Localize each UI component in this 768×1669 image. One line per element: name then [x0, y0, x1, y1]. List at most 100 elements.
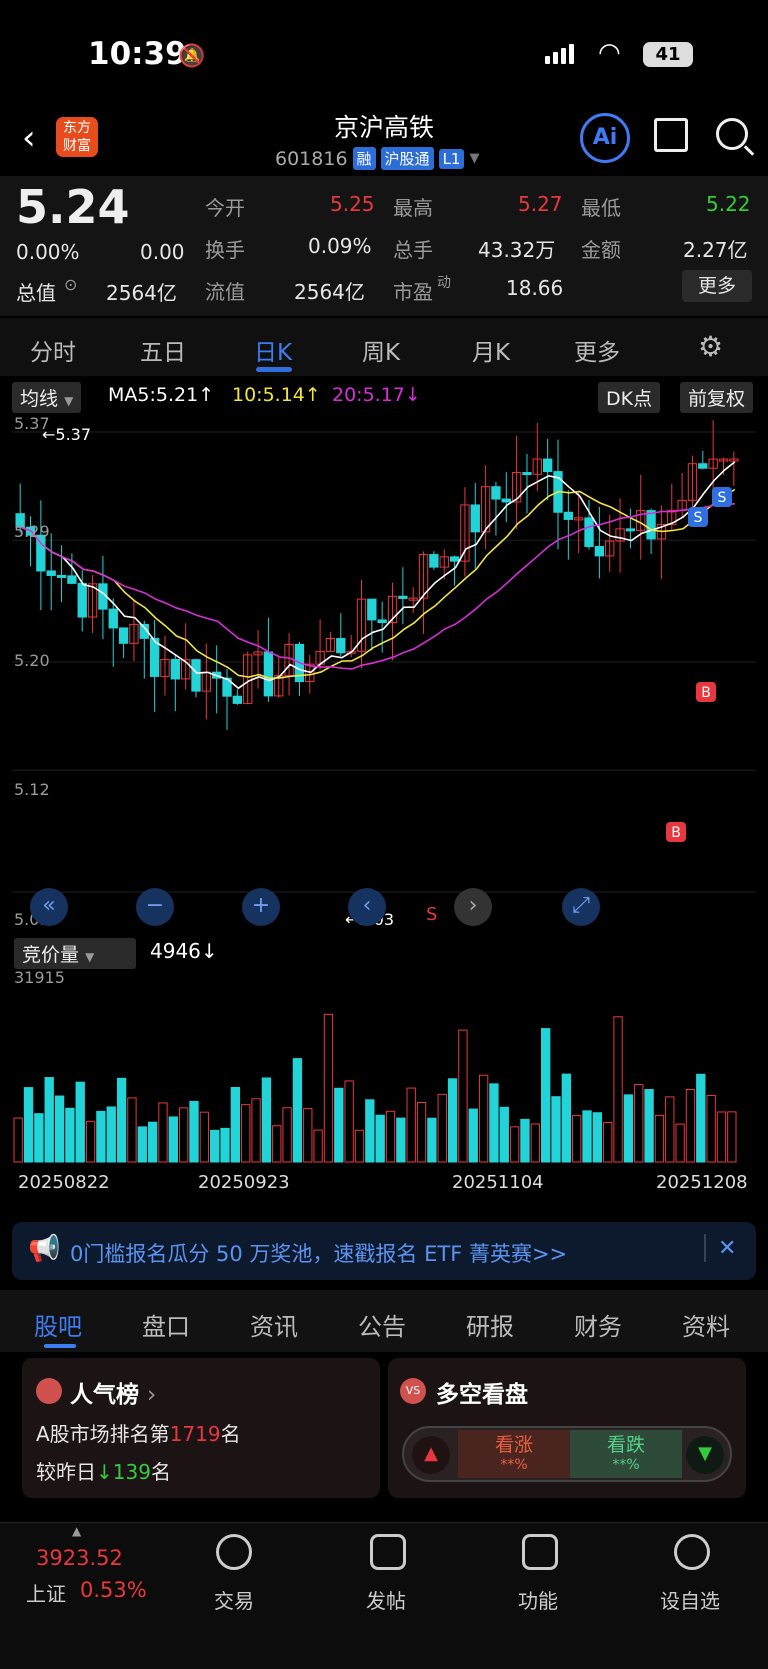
candle — [501, 498, 511, 503]
tab-more[interactable]: 更多 — [574, 340, 620, 366]
rewind-fast-button[interactable]: « — [30, 888, 68, 926]
adjust-button[interactable]: 前复权 — [680, 382, 754, 413]
ma20-line — [20, 503, 735, 670]
high-marker-text: 5.37 — [55, 425, 92, 444]
candle — [687, 463, 698, 501]
volume-bar — [551, 1096, 561, 1163]
current-price: 5.24 — [16, 180, 130, 234]
candle — [605, 540, 615, 557]
back-button[interactable]: ‹ — [22, 118, 36, 158]
bull-arrow-icon[interactable]: ▲ — [412, 1436, 450, 1474]
index-value[interactable]: 3923.52 — [36, 1546, 123, 1570]
volume-selector[interactable]: 竞价量 ▼ — [14, 938, 136, 969]
tab-weekly-k[interactable]: 周K — [362, 340, 401, 366]
candle — [325, 638, 336, 652]
connect-tag: 沪股通 — [380, 147, 434, 170]
active-tab-indicator — [256, 367, 292, 372]
volume-bar — [696, 1073, 706, 1163]
bear-button[interactable]: 看跌 **% — [570, 1430, 682, 1478]
kline-tabbar — [0, 318, 768, 376]
stock-code-row[interactable]: 601816 融 沪股通 L1 ▼ — [275, 147, 479, 170]
candle — [698, 463, 708, 469]
zoom-out-button[interactable]: − — [136, 888, 174, 926]
tab-orderbook[interactable]: 盘口 — [142, 1313, 190, 1341]
date-label: 20251208 — [656, 1172, 748, 1193]
post-edit-icon[interactable] — [370, 1534, 406, 1570]
candle — [594, 545, 605, 557]
close-icon[interactable]: ✕ — [718, 1236, 737, 1261]
functions-button[interactable]: 功能 — [518, 1589, 558, 1613]
bull-button[interactable]: 看涨 **% — [458, 1430, 570, 1478]
tab-forum[interactable]: 股吧 — [34, 1313, 82, 1341]
volume-label: 总手 — [393, 238, 433, 262]
ma10-text: 10:5.14 — [232, 384, 305, 406]
total-value: 2564亿 — [106, 281, 177, 305]
add-watchlist-button[interactable]: 设自选 — [660, 1589, 720, 1613]
volume-bar — [509, 1126, 520, 1163]
add-watchlist-icon[interactable] — [674, 1534, 710, 1570]
volume-bar — [230, 1087, 241, 1163]
expand-up-icon[interactable]: ▲ — [72, 1524, 82, 1538]
functions-grid-icon[interactable] — [522, 1534, 558, 1570]
tab-financials[interactable]: 财务 — [574, 1313, 622, 1341]
more-button[interactable]: 更多 — [682, 270, 752, 302]
pe-dynamic-sup: 动 — [437, 275, 451, 291]
volume-bar — [520, 1118, 530, 1163]
volume-bar — [344, 1080, 354, 1163]
search-icon[interactable] — [716, 118, 748, 150]
volume-bar — [613, 1016, 623, 1163]
ai-button[interactable]: Ai — [580, 113, 630, 163]
pe-label: 市盈 — [393, 280, 433, 304]
share-icon[interactable] — [654, 118, 688, 152]
total-value-label: 总值 — [16, 281, 56, 305]
candle — [625, 528, 636, 532]
candle — [222, 677, 232, 697]
ma-selector[interactable]: 均线 ▼ — [12, 382, 82, 413]
margin-tag: 融 — [352, 147, 376, 170]
volume-bar — [727, 1111, 737, 1163]
bear-arrow-icon[interactable]: ▼ — [686, 1436, 724, 1474]
tab-profile[interactable]: 资料 — [682, 1313, 730, 1341]
candle — [180, 659, 191, 680]
volume-bar — [447, 1078, 458, 1163]
tab-announcements[interactable]: 公告 — [358, 1313, 406, 1341]
zoom-in-button[interactable]: + — [242, 888, 280, 926]
volume-bar — [416, 1101, 427, 1163]
dropdown-arrow-icon: ▼ — [469, 151, 480, 166]
content-tabbar — [0, 1290, 768, 1352]
rank-prefix: A股市场排名第 — [36, 1422, 170, 1446]
candle — [56, 574, 67, 578]
candle — [149, 637, 160, 677]
candle — [170, 659, 180, 680]
dk-point-button[interactable]: DK点 — [598, 382, 661, 413]
candle — [108, 608, 118, 629]
trade-button[interactable]: 交易 — [214, 1589, 254, 1613]
candle — [367, 598, 377, 621]
volume-bar — [282, 1107, 292, 1163]
volume-bar — [406, 1087, 416, 1163]
candle — [77, 582, 87, 618]
volume-chart[interactable] — [12, 966, 756, 1166]
scroll-left-button[interactable]: ‹ — [348, 888, 386, 926]
settings-gear-icon[interactable]: ⚙ — [698, 330, 724, 363]
float-value-label: 流值 — [205, 280, 245, 304]
volume-bar — [44, 1077, 54, 1163]
tab-five-day[interactable]: 五日 — [140, 340, 186, 366]
battery-icon: 41 — [643, 42, 693, 67]
tab-daily-k[interactable]: 日K — [254, 340, 293, 366]
popularity-card[interactable] — [22, 1358, 380, 1498]
tab-monthly-k[interactable]: 月K — [472, 340, 511, 366]
post-button[interactable]: 发帖 — [366, 1589, 406, 1613]
tab-intraday[interactable]: 分时 — [30, 340, 76, 366]
trade-yen-icon[interactable] — [216, 1534, 252, 1570]
info-icon[interactable]: ⊙ — [64, 275, 78, 294]
scroll-right-button[interactable]: › — [454, 888, 492, 926]
candle — [274, 675, 284, 697]
volume-bar — [210, 1129, 220, 1163]
tab-news[interactable]: 资讯 — [250, 1313, 298, 1341]
tab-research[interactable]: 研报 — [466, 1313, 514, 1341]
rank-value: 1719 — [169, 1422, 221, 1446]
fullscreen-button[interactable]: ⤢ — [562, 888, 600, 926]
promo-banner[interactable] — [12, 1222, 756, 1280]
